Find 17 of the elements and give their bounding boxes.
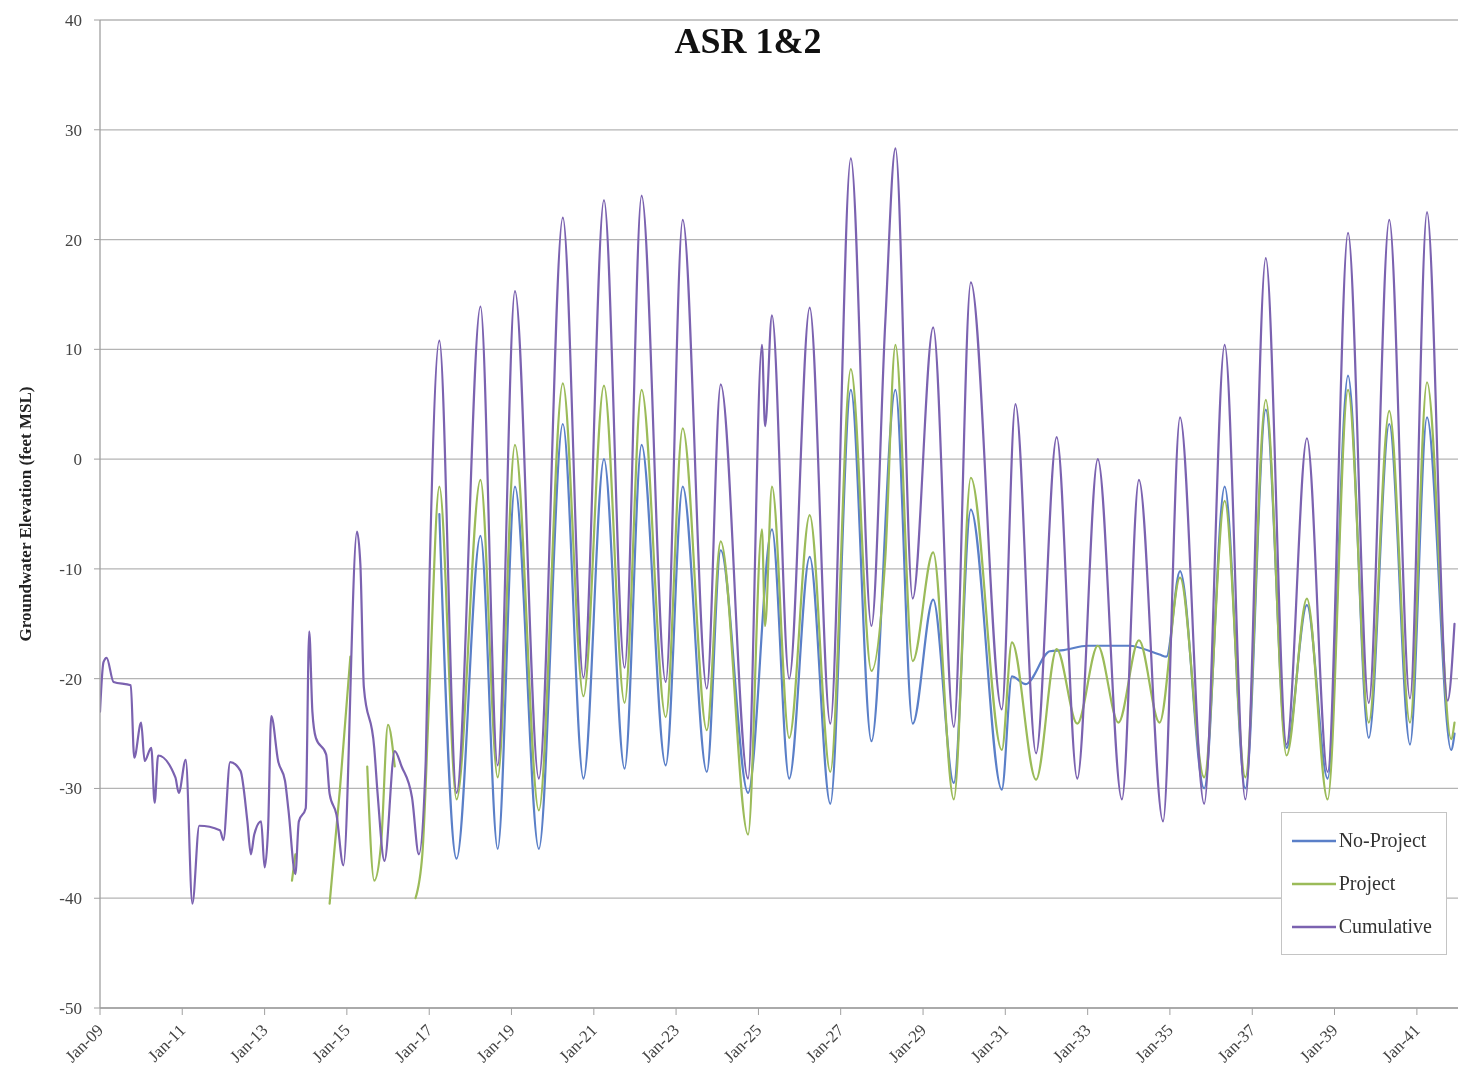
chart-title: ASR 1&2 (674, 21, 822, 62)
y-tick-label: 10 (65, 340, 82, 360)
y-axis-title: Groundwater Elevation (feet MSL) (15, 386, 36, 642)
legend-label: Cumulative (1338, 915, 1432, 938)
y-tick-label: -10 (59, 559, 82, 579)
y-tick-label: 20 (65, 230, 82, 250)
y-tick-label: -30 (59, 779, 82, 799)
y-tick-label: -50 (59, 999, 82, 1019)
legend-label: No-Project (1338, 829, 1427, 852)
line-series (100, 147, 1456, 905)
y-tick-label: 30 (65, 120, 82, 140)
y-tick-label: -20 (59, 669, 82, 689)
y-tick-label: 0 (73, 450, 82, 470)
y-tick-label: -40 (59, 889, 82, 909)
y-tick-label: 40 (65, 11, 82, 31)
legend-label: Project (1338, 872, 1396, 895)
line-series (438, 374, 1456, 860)
